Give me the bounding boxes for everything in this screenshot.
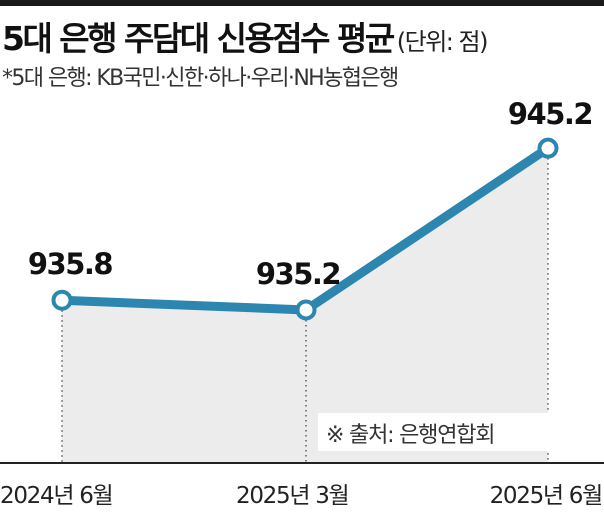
- title-line: 5대 은행 주담대 신용점수 평균 (단위: 점): [2, 12, 489, 60]
- x-tick-label: 2024년 6월: [0, 483, 114, 509]
- top-rule: [0, 0, 604, 6]
- area-fill: [62, 148, 548, 463]
- data-point: [537, 137, 559, 159]
- unit-label: (단위: 점): [396, 28, 489, 56]
- data-label: 935.8: [28, 247, 113, 281]
- chart-title: 5대 은행 주담대 신용점수 평균: [2, 19, 395, 58]
- data-point: [51, 289, 73, 311]
- data-label: 935.2: [256, 257, 340, 291]
- x-tick-label: 2025년 6월: [489, 483, 604, 509]
- x-tick-label: 2025년 3월: [236, 483, 350, 509]
- data-label: 945.2: [508, 97, 592, 131]
- source-background: [318, 413, 553, 451]
- source-note: ※ 출처: 은행연합회: [326, 423, 496, 448]
- x-axis-baseline: [0, 462, 604, 464]
- data-point: [295, 299, 317, 321]
- chart-subtitle: *5대 은행: KB국민·신한·하나·우리·NH농협은행: [2, 66, 399, 91]
